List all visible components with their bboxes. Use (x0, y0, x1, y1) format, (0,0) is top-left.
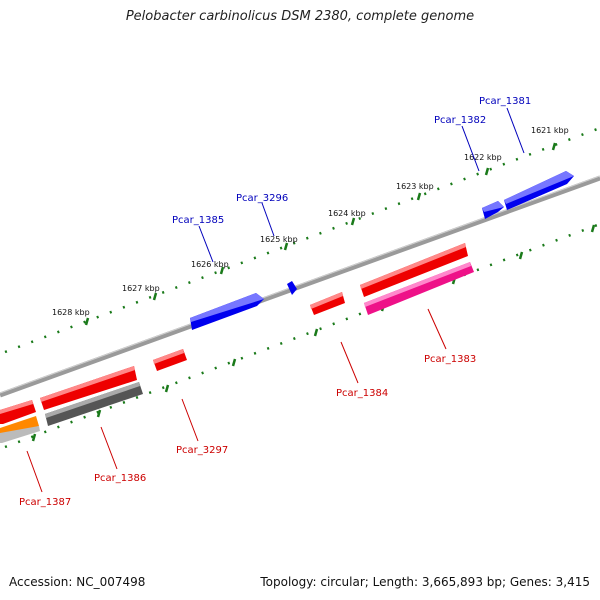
ruler-label-1626: 1626 kbp (191, 260, 229, 269)
ruler-label-1625: 1625 kbp (260, 235, 298, 244)
gene-pcar-1386-b[interactable] (45, 382, 143, 426)
label-pcar-3296[interactable]: Pcar_3296 (236, 193, 288, 204)
leader-pcar-1383 (427, 308, 447, 350)
gene-pcar-1383-b[interactable] (364, 262, 474, 315)
ruler-label-1624: 1624 kbp (328, 209, 366, 218)
label-pcar-1384[interactable]: Pcar_1384 (336, 388, 388, 399)
leader-pcar-1382 (461, 125, 480, 172)
gene-pcar-1383-a[interactable] (360, 243, 468, 297)
gene-pcar-3296[interactable] (287, 281, 297, 295)
label-pcar-3297[interactable]: Pcar_3297 (176, 445, 228, 456)
gene-pcar-1381[interactable] (504, 171, 574, 210)
label-pcar-1387[interactable]: Pcar_1387 (19, 497, 71, 508)
leader-pcar-1385 (198, 225, 214, 263)
leader-pcar-1381 (506, 107, 525, 154)
leader-pcar-1384 (340, 341, 359, 384)
gene-pcar-1382[interactable] (482, 201, 504, 219)
label-pcar-1386[interactable]: Pcar_1386 (94, 473, 146, 484)
ruler-label-1623: 1623 kbp (396, 182, 434, 191)
gene-pcar-1386-a[interactable] (40, 366, 137, 410)
bottom-ruler (4, 222, 600, 449)
gene-pcar-1385[interactable] (190, 293, 264, 330)
gene-pcar-1384[interactable] (310, 292, 345, 315)
ruler-label-1627: 1627 kbp (122, 284, 160, 293)
ruler-label-1621: 1621 kbp (531, 126, 569, 135)
top-ruler-ticks (84, 142, 557, 326)
ruler-label-1628: 1628 kbp (52, 308, 90, 317)
top-ruler (4, 126, 600, 354)
label-pcar-1385[interactable]: Pcar_1385 (172, 215, 224, 226)
map-title: Pelobacter carbinolicus DSM 2380, comple… (125, 9, 475, 24)
label-pcar-1381[interactable]: Pcar_1381 (479, 96, 531, 107)
ruler-label-1622: 1622 kbp (464, 153, 502, 162)
accession-label: Accession: NC_007498 (9, 575, 146, 589)
gene-pcar-1387-a[interactable] (0, 400, 36, 424)
leader-pcar-1386 (100, 426, 118, 470)
gene-pcar-3297[interactable] (153, 349, 187, 371)
genome-stats-label: Topology: circular; Length: 3,665,893 bp… (260, 575, 590, 589)
bottom-ruler-ticks (31, 224, 596, 442)
leader-pcar-1387 (26, 450, 43, 493)
leader-pcar-3297 (181, 398, 199, 442)
gene-pcar-1387-b[interactable] (0, 416, 40, 443)
label-pcar-1383[interactable]: Pcar_1383 (424, 354, 476, 365)
leader-pcar-3296 (261, 202, 275, 237)
label-pcar-1382[interactable]: Pcar_1382 (434, 115, 486, 126)
genome-backbone (0, 175, 600, 398)
